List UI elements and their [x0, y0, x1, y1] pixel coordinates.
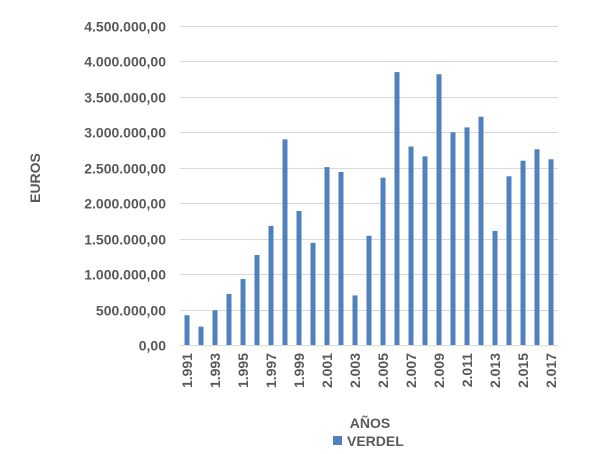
- x-axis-title: AÑOS: [350, 414, 390, 431]
- x-tick-label: 1.995: [235, 353, 251, 388]
- bar-1.997: [268, 225, 274, 345]
- y-tick-label: 500.000,00: [96, 303, 166, 319]
- y-tick-label: 4.000.000,00: [84, 54, 166, 70]
- bar-2.016: [534, 149, 540, 345]
- bar-1.993: [212, 310, 218, 345]
- y-tick-label: 0,00: [139, 338, 166, 354]
- x-tick-label: 1.993: [207, 353, 223, 388]
- x-tick-label: 2.003: [347, 353, 363, 388]
- bar-2.004: [366, 235, 372, 345]
- x-tick-label: 2.013: [487, 353, 503, 388]
- y-tick-label: 3.000.000,00: [84, 125, 166, 141]
- y-axis-tick-labels: 0,00 500.000,00 1.000.000,00 1.500.000,00 2.…: [84, 19, 166, 354]
- bar-2.009: [436, 74, 442, 345]
- bar-1.998: [282, 139, 288, 345]
- bar-2.012: [478, 116, 484, 345]
- bar-2.005: [380, 177, 386, 345]
- bar-2.007: [408, 146, 414, 345]
- y-tick-label: 4.500.000,00: [84, 19, 166, 35]
- x-axis-tick-labels: 1.991 1.993 1.995 1.997 1.999 2.001 2.003 2.005…: [179, 353, 559, 388]
- x-tick-label: 1.999: [291, 353, 307, 388]
- x-tick-label: 1.991: [179, 353, 195, 388]
- bar-2.017: [548, 159, 554, 345]
- bar-2.013: [492, 230, 498, 345]
- bar-2.006: [394, 72, 400, 345]
- y-tick-label: 2.500.000,00: [84, 161, 166, 177]
- x-tick-label: 1.997: [263, 353, 279, 388]
- legend-swatch-verdel: [333, 436, 342, 445]
- x-tick-label: 2.009: [431, 353, 447, 388]
- legend: VERDEL: [333, 433, 404, 449]
- bar-2.015: [520, 160, 526, 345]
- bar-2.003: [352, 295, 358, 345]
- bar-2.002: [338, 172, 344, 345]
- y-tick-label: 3.500.000,00: [84, 90, 166, 106]
- bar-2.010: [450, 132, 456, 345]
- bar-1.991: [184, 315, 190, 345]
- legend-label-verdel: VERDEL: [347, 433, 404, 449]
- x-tick-label: 2.007: [403, 353, 419, 388]
- x-tick-label: 2.015: [515, 353, 531, 388]
- x-tick-label: 2.017: [543, 353, 559, 388]
- bar-2.000: [310, 242, 316, 345]
- x-tick-label: 2.005: [375, 353, 391, 388]
- bar-1.992: [198, 326, 204, 345]
- y-tick-label: 2.000.000,00: [84, 196, 166, 212]
- bar-1.995: [240, 279, 246, 345]
- x-tick-label: 2.011: [459, 353, 475, 387]
- y-tick-label: 1.000.000,00: [84, 267, 166, 283]
- bar-2.008: [422, 156, 428, 345]
- bars: [184, 72, 554, 346]
- x-tick-label: 2.001: [319, 353, 335, 388]
- bar-2.001: [324, 167, 330, 345]
- bar-2.014: [506, 176, 512, 345]
- bar-1.994: [226, 294, 232, 345]
- y-tick-label: 1.500.000,00: [84, 232, 166, 248]
- bar-1.996: [254, 255, 260, 345]
- bar-1.999: [296, 211, 302, 345]
- bar-2.011: [464, 127, 470, 346]
- y-axis-title: EUROS: [27, 153, 43, 203]
